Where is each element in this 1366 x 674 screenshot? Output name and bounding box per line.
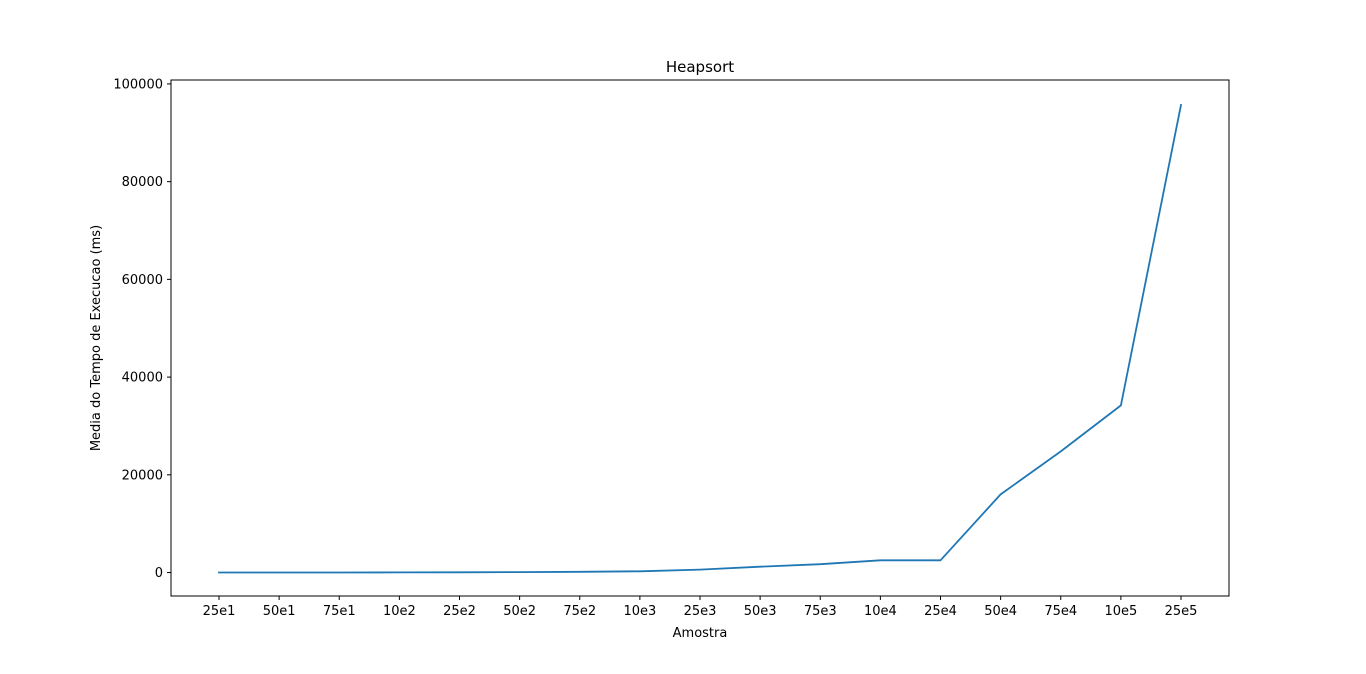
- y-tick-label: 60000: [122, 273, 163, 288]
- chart-title: Heapsort: [666, 58, 734, 76]
- x-tick-label: 75e1: [323, 604, 356, 619]
- x-tick-label: 10e3: [623, 604, 656, 619]
- x-tick-label: 50e2: [503, 604, 536, 619]
- y-tick-label: 20000: [122, 468, 163, 483]
- x-tick-label: 50e1: [263, 604, 296, 619]
- x-tick-label: 10e4: [864, 604, 897, 619]
- x-tick-label: 25e2: [443, 604, 476, 619]
- plot-background: [171, 80, 1229, 596]
- x-tick-label: 50e3: [744, 604, 777, 619]
- x-tick-label: 10e5: [1104, 604, 1137, 619]
- x-tick-label: 25e5: [1165, 604, 1198, 619]
- x-tick-label: 25e1: [203, 604, 236, 619]
- y-tick-label: 100000: [113, 77, 163, 92]
- x-tick-label: 50e4: [984, 604, 1017, 619]
- plot-frame: [170, 79, 1230, 597]
- x-tick-label: 25e4: [924, 604, 957, 619]
- x-tick-label: 75e4: [1044, 604, 1077, 619]
- x-tick-label: 75e2: [563, 604, 596, 619]
- series-group: [218, 103, 1183, 574]
- x-tick-label: 25e3: [684, 604, 717, 619]
- x-tick-label: 75e3: [804, 604, 837, 619]
- y-axis: 0 20000 40000 60000 80000 100000: [113, 77, 171, 581]
- y-axis-label: Media do Tempo de Execucao (ms): [89, 225, 104, 451]
- x-axis: 25e1 50e1 75e1 10e2 25e2 50e2 75e2 10e3 25e3 50e3…: [203, 596, 1198, 619]
- y-tick-label: 0: [155, 566, 163, 581]
- series-line: [218, 103, 1183, 574]
- y-tick-label: 40000: [122, 371, 163, 386]
- y-tick-label: 80000: [122, 175, 163, 190]
- x-axis-label: Amostra: [673, 626, 728, 641]
- x-tick-label: 10e2: [383, 604, 416, 619]
